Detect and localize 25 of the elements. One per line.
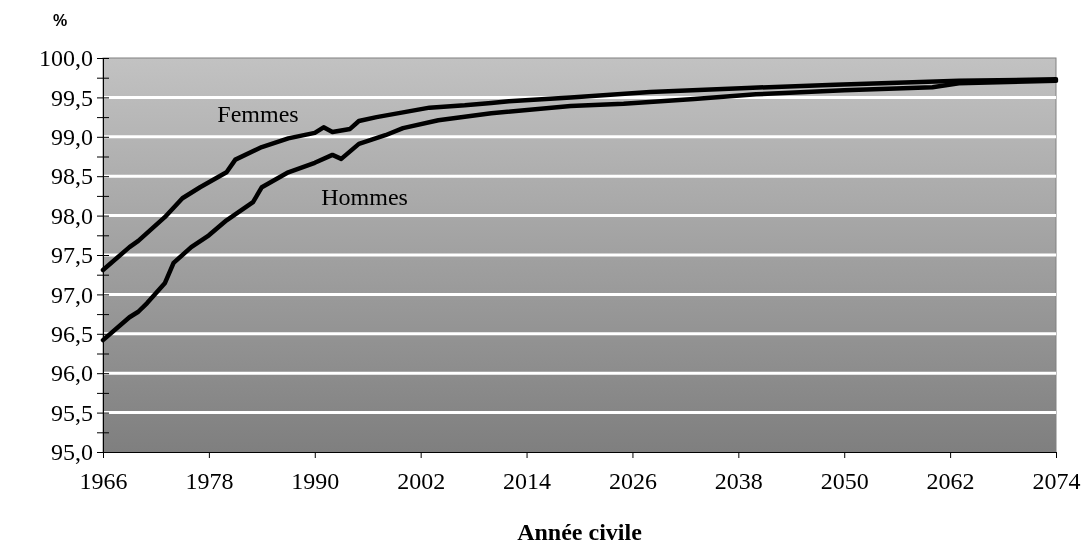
- x-tick-label: 2062: [926, 468, 975, 495]
- x-tick-label: 2074: [1032, 468, 1081, 495]
- y-tick-label: 96,0: [51, 360, 93, 387]
- series-label: Femmes: [217, 100, 299, 127]
- x-tick-label: 2050: [820, 468, 869, 495]
- y-tick-label: 97,5: [51, 242, 93, 269]
- x-tick-label: 1978: [185, 468, 234, 495]
- y-tick-label: 98,5: [51, 163, 93, 190]
- y-axis-title: %: [52, 12, 68, 29]
- x-tick-label: 1990: [291, 468, 340, 495]
- series-label: Hommes: [321, 183, 408, 210]
- y-tick-label: 97,0: [51, 281, 93, 308]
- y-tick-label: 95,0: [51, 439, 93, 466]
- x-tick-label: 2002: [397, 468, 446, 495]
- x-axis-title: Année civile: [517, 519, 643, 545]
- x-tick-label: 2014: [503, 468, 552, 495]
- y-tick-label: 98,0: [51, 202, 93, 229]
- x-tick-label: 2038: [714, 468, 763, 495]
- y-tick-label: 95,5: [51, 399, 93, 426]
- y-tick-label: 100,0: [39, 45, 93, 72]
- y-tick-label: 99,0: [51, 123, 93, 150]
- x-tick-label: 1966: [79, 468, 128, 495]
- y-tick-label: 96,5: [51, 320, 93, 347]
- x-tick-label: 2026: [608, 468, 657, 495]
- y-tick-label: 99,5: [51, 84, 93, 111]
